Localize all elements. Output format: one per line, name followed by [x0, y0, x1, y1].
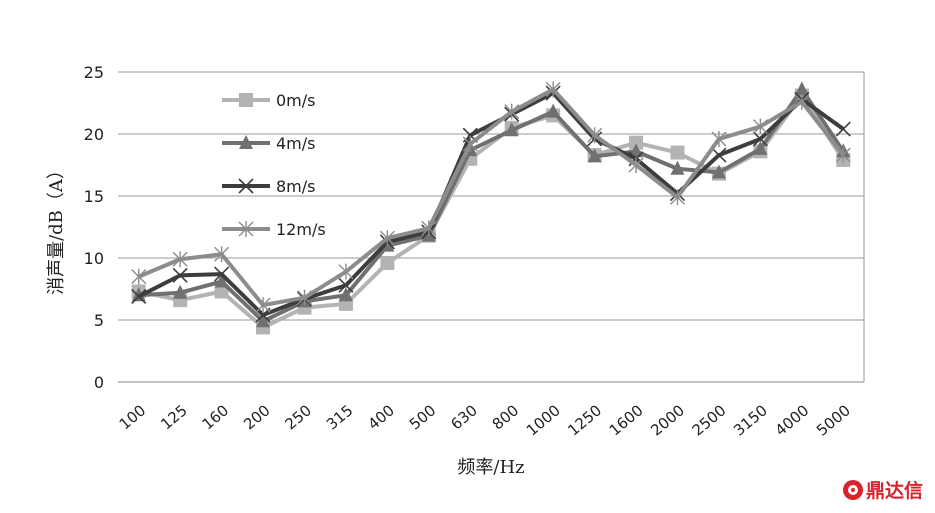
data-point-x — [172, 267, 188, 283]
y-axis-title: 消声量/dB（A） — [46, 161, 67, 295]
y-tick-label: 10 — [84, 249, 104, 268]
x-tick-label: 2000 — [647, 401, 688, 439]
legend-label: 4m/s — [276, 134, 316, 153]
data-point-star — [379, 230, 395, 247]
data-point-x — [214, 266, 230, 282]
data-point-triangle — [670, 160, 685, 175]
data-point-square — [670, 145, 685, 160]
data-point-star — [670, 189, 685, 206]
x-tick-label: 160 — [199, 401, 233, 433]
legend-label: 8m/s — [276, 177, 316, 196]
data-point-triangle — [504, 122, 519, 137]
series-layer — [131, 81, 851, 335]
brand-logo-icon — [842, 479, 863, 500]
data-point-triangle — [629, 143, 644, 158]
legend-label: 12m/s — [276, 220, 326, 239]
data-point-star — [504, 103, 520, 120]
data-point-star — [835, 147, 851, 164]
x-tick-label: 200 — [240, 401, 274, 433]
legend-item: 12m/s — [222, 220, 326, 239]
data-point-star — [752, 118, 768, 135]
legend-item: 4m/s — [222, 134, 316, 153]
x-axis-title: 频率/Hz — [457, 457, 524, 478]
x-tick-label: 1250 — [564, 401, 605, 439]
x-tick-label: 800 — [489, 401, 523, 433]
x-tick-label: 400 — [364, 401, 398, 433]
x-axis-ticks: 100 125 160 200 250 315 400 500 630 800 1000 1250 16… — [116, 401, 854, 439]
data-point-star — [462, 135, 478, 152]
data-point-x — [131, 288, 147, 305]
data-point-star — [238, 221, 254, 237]
data-point-x — [238, 178, 254, 194]
data-point-x — [752, 131, 768, 147]
legend-label: 0m/s — [276, 91, 316, 110]
data-point-star — [255, 297, 271, 314]
data-point-square — [214, 284, 229, 299]
data-point-star — [628, 157, 644, 173]
x-tick-label: 4000 — [772, 401, 813, 439]
series-8m-s — [131, 85, 851, 323]
data-point-triangle — [239, 135, 253, 149]
data-point-x — [711, 147, 727, 163]
data-point-star — [794, 93, 810, 110]
data-point-star — [131, 268, 147, 285]
series-line — [137, 87, 845, 308]
data-point-triangle — [214, 273, 229, 288]
legend-item: 0m/s — [222, 91, 316, 110]
series-line — [138, 93, 845, 330]
data-point-triangle — [753, 140, 768, 155]
x-tick-label: 5000 — [813, 401, 854, 439]
data-point-square — [239, 93, 253, 107]
data-point-star — [297, 289, 312, 306]
data-point-triangle — [794, 81, 809, 96]
data-point-triangle — [587, 148, 602, 163]
data-point-star — [338, 263, 354, 280]
x-tick-label: 100 — [116, 401, 150, 433]
brand-watermark: 鼎达信 — [842, 476, 923, 503]
data-point-square — [380, 255, 395, 270]
data-point-star — [587, 127, 603, 144]
x-tick-label: 3150 — [730, 401, 771, 439]
x-tick-label: 315 — [323, 401, 357, 433]
grid-lines — [118, 71, 865, 383]
data-point-star — [545, 81, 561, 98]
y-tick-label: 0 — [94, 373, 104, 392]
x-tick-label: 1600 — [606, 401, 647, 439]
data-point-star — [711, 130, 727, 147]
data-point-star — [172, 251, 188, 268]
brand-text: 鼎达信 — [865, 480, 923, 502]
x-tick-label: 2500 — [689, 401, 730, 439]
data-point-triangle — [256, 313, 271, 328]
data-point-star — [214, 246, 230, 263]
series-12m-s — [131, 81, 851, 314]
y-axis-ticks: 0 5 10 15 20 25 — [84, 63, 104, 392]
data-point-triangle — [546, 103, 561, 118]
y-tick-label: 20 — [84, 125, 104, 144]
x-tick-label: 125 — [157, 401, 191, 433]
x-tick-label: 1000 — [523, 401, 564, 439]
data-point-star — [421, 220, 437, 237]
y-tick-label: 15 — [84, 187, 104, 206]
data-point-triangle — [711, 164, 726, 179]
data-point-triangle — [173, 284, 188, 299]
series-line — [138, 87, 845, 324]
y-tick-label: 5 — [94, 311, 104, 330]
x-tick-label: 630 — [447, 401, 481, 433]
x-tick-label: 500 — [406, 401, 440, 433]
data-point-x — [338, 277, 354, 293]
legend-item: 8m/s — [222, 177, 316, 196]
x-tick-label: 250 — [282, 401, 316, 433]
data-point-x — [835, 121, 851, 137]
y-tick-label: 25 — [84, 63, 104, 82]
legend: 0m/s 4m/s 8m/s 12m/s — [222, 91, 326, 239]
data-point-square — [629, 135, 644, 150]
data-point-triangle — [338, 287, 353, 302]
